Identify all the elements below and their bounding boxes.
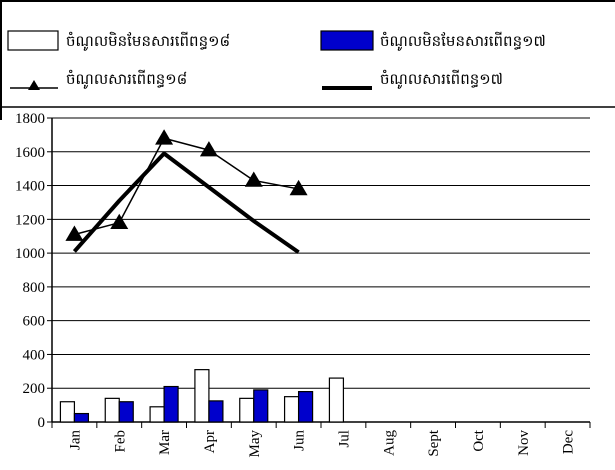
series-line-plain [72,151,300,254]
legend-label-bar-white: ចំណូលមិនមែនសារពើពន្ធ១៨ [66,31,230,51]
x-tick-label: May [247,430,263,458]
x-tick-label: Jul [336,430,352,448]
y-tick-label: 0 [38,415,46,431]
x-tick-label: Aug [381,430,397,456]
legend-item-bar-blue: ចំណូលមិនមែនសារពើពន្ធ១៧ [320,30,546,51]
x-axis: Jan Feb Mar Apr May Jun Jul Aug Sept Oct Nov Dec [51,422,591,458]
bar-white [149,406,165,423]
legend-triangle-marker [28,80,40,90]
bar-white [104,397,120,423]
legend-item-bar-white: ចំណូលមិនមែនសារពើពន្ធ១៨ [7,30,230,51]
legend: ចំណូលមិនមែនសារពើពន្ធ១៨ ចំណូលមិនមែនសារពើព… [7,30,546,90]
y-tick-label: 1600 [15,145,45,161]
bar-blue [297,391,314,423]
x-tick-label: Jan [67,430,83,450]
x-tick-label: Apr [202,430,218,453]
plot-area: 0 200 400 600 800 1000 1200 1400 1600 1800 Jan Feb… [15,111,591,458]
x-tick-label: Feb [112,430,128,453]
legend-swatch-white [7,30,59,51]
bar-white [239,397,255,423]
x-tick-label: Sept [426,429,442,457]
y-tick-label: 1400 [15,179,45,195]
data-point-triangle [65,225,84,241]
data-point-triangle [199,141,218,157]
data-point-triangle [244,171,263,187]
legend-item-line-triangle: ចំណូលសារពើពន្ធ១៨ [10,69,187,90]
y-tick-label: 800 [23,280,46,296]
bar-white [194,369,210,423]
legend-label-line-triangle: ចំណូលសារពើពន្ធ១៨ [66,69,187,89]
bars [59,369,345,423]
x-tick-label: Mar [157,430,173,455]
bar-blue [253,389,269,423]
data-point-triangle [110,213,129,230]
x-tick-label: Oct [471,429,487,451]
bar-blue [208,400,224,423]
y-tick-label: 400 [23,347,46,363]
bar-blue [163,385,179,423]
bar-blue [73,412,90,423]
legend-label-line-plain: ចំណូលសារពើពន្ធ១៧ [380,69,503,89]
bar-blue [118,401,134,423]
x-tick-label: Dec [561,430,577,454]
series-lines [65,129,308,254]
legend-item-line-plain: ចំណូលសារពើពន្ធ១៧ [322,69,503,90]
series-line-triangle [74,137,299,236]
x-tick-label: Nov [516,430,532,456]
y-tick-label: 200 [23,381,46,397]
bar-white [283,396,300,423]
y-tick-label: 1000 [15,246,45,262]
y-tick-label: 600 [23,314,46,330]
y-tick-label: 1200 [15,212,45,228]
y-tick-label: 1800 [15,111,45,127]
legend-swatch-blue [320,30,374,51]
x-tick-label: Jun [292,430,308,451]
y-axis-tick-labels: 0 200 400 600 800 1000 1200 1400 1600 1800 [15,111,45,431]
data-point-triangle [155,129,174,145]
legend-label-bar-blue: ចំណូលមិនមែនសារពើពន្ធ១៧ [380,31,546,51]
bar-white [328,377,345,423]
data-point-triangle [289,179,308,196]
gridlines [47,117,590,423]
bar-white [59,401,76,423]
